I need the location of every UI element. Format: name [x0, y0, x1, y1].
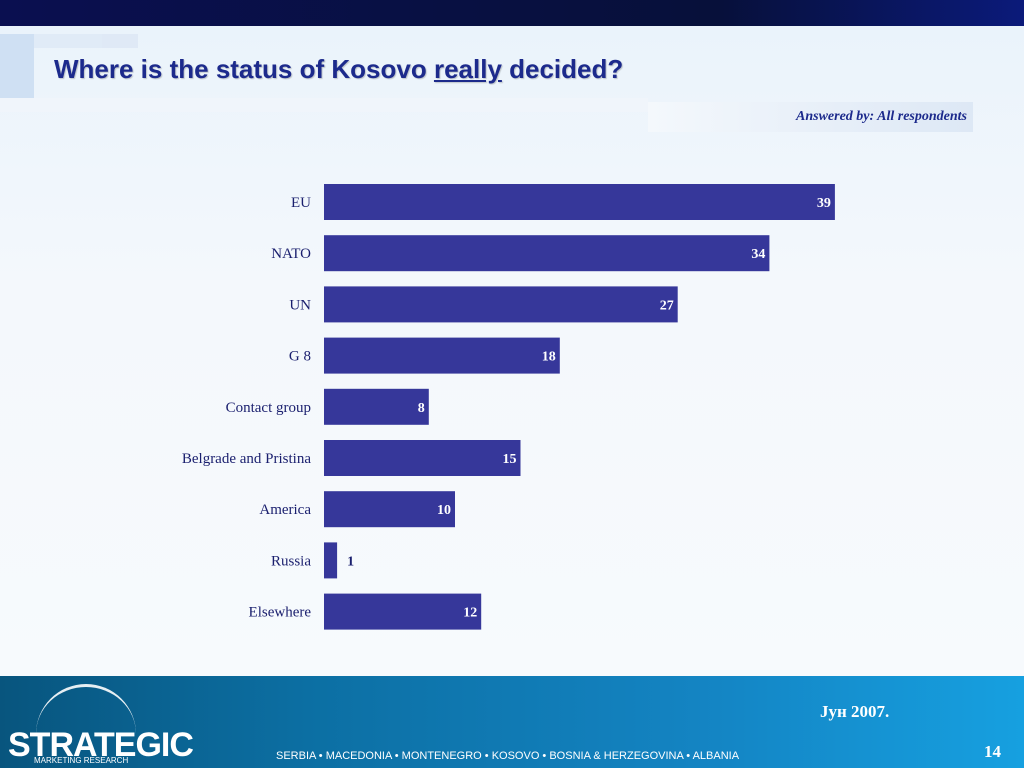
category-label: Russia — [271, 553, 311, 569]
data-label: 18 — [542, 350, 556, 365]
logo-arc-icon — [36, 684, 136, 747]
title-emphasis: really — [433, 54, 502, 84]
bar-chart: EU 39 NATO 34 UN 27 G 8 18 Contact group 8 Belgrad… — [182, 184, 835, 630]
bar-elsewhere — [324, 593, 482, 630]
decor-block — [0, 98, 648, 112]
logo-subtitle: MARKETING RESEARCH — [34, 756, 129, 765]
decor-block — [102, 34, 138, 48]
data-label: 34 — [751, 247, 765, 262]
data-label: 27 — [660, 298, 674, 313]
category-label: G 8 — [289, 349, 311, 365]
category-label: Belgrade and Pristina — [182, 451, 311, 467]
footer-date: Јун 2007. — [820, 702, 890, 721]
footer-bar: STRATEGIC MARKETING RESEARCH Јун 2007. S… — [0, 676, 1024, 768]
category-label: EU — [291, 195, 311, 211]
category-label: NATO — [271, 246, 311, 262]
decor-block — [0, 34, 34, 98]
category-label: Contact group — [226, 400, 311, 416]
bar-contact-group — [324, 388, 429, 425]
data-label: 39 — [817, 196, 831, 211]
bar-russia — [324, 542, 338, 579]
data-label: 1 — [347, 554, 354, 569]
category-label: UN — [289, 297, 311, 313]
data-label: 8 — [418, 401, 425, 416]
top-bar — [0, 0, 1024, 26]
subtitle-box: Answered by: All respondents — [648, 102, 973, 132]
bar-belgrade-and-pristina — [324, 440, 521, 476]
bar-g-8 — [324, 337, 560, 374]
bar-nato — [324, 235, 770, 272]
title-text-end: decided? — [501, 54, 624, 84]
data-label: 15 — [503, 452, 517, 467]
bar-eu — [324, 184, 835, 220]
data-label: 12 — [463, 606, 477, 621]
bar-america — [324, 491, 455, 528]
bar-un — [324, 286, 678, 323]
data-label: 10 — [437, 503, 451, 518]
logo: STRATEGIC — [8, 726, 194, 764]
title-text-start: Where is the status of Kosovo — [54, 54, 434, 84]
slide-title: Where is the status of Kosovo really dec… — [54, 54, 623, 85]
subtitle: Answered by: All respondents — [796, 109, 967, 124]
footer-countries: SERBIA • MACEDONIA • MONTENEGRO • KOSOVO… — [276, 750, 740, 762]
page-number: 14 — [984, 742, 1001, 761]
decor-block — [34, 34, 102, 48]
category-label: Elsewhere — [249, 605, 312, 621]
category-label: America — [259, 502, 311, 518]
